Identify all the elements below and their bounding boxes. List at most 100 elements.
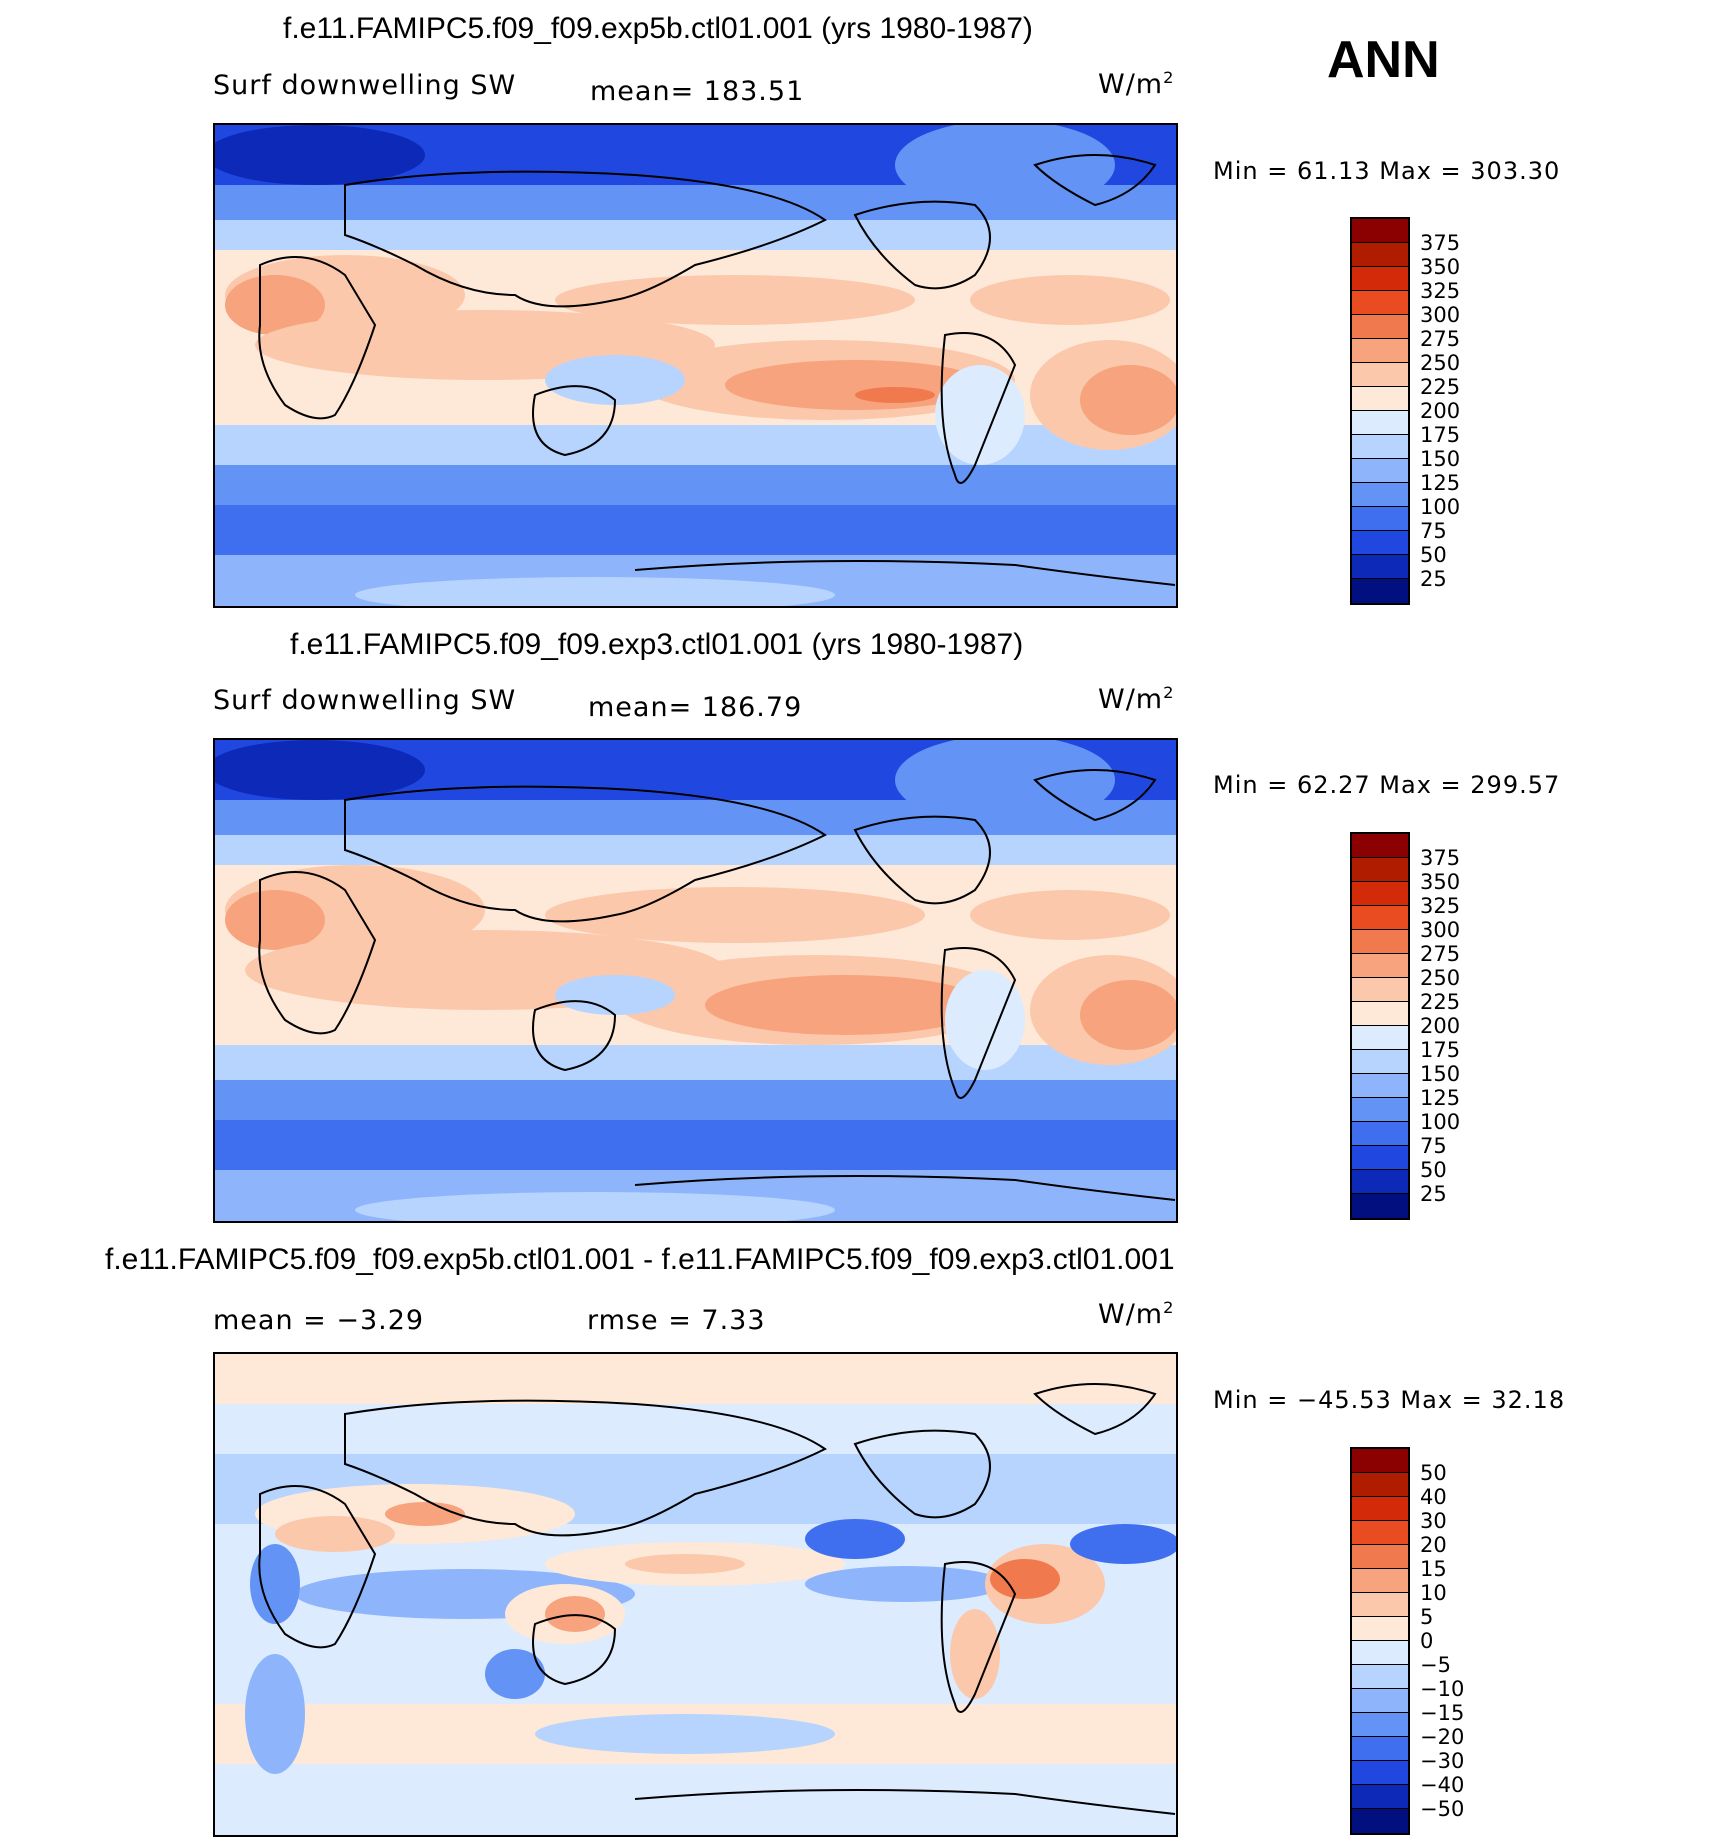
- colorbar-swatch: [1352, 1170, 1408, 1194]
- colorbar-tick-label: 300: [1420, 918, 1461, 942]
- colorbar-swatch: [1352, 882, 1408, 906]
- colorbar-tick-label: 350: [1420, 870, 1461, 894]
- colorbar-swatch: [1352, 1617, 1408, 1641]
- colorbar-swatch: [1352, 411, 1408, 435]
- colorbar-tick-label: −20: [1420, 1725, 1465, 1749]
- panel2-title: f.e11.FAMIPC5.f09_f09.exp3.ctl01.001 (yr…: [290, 628, 1024, 661]
- colorbar-tick-label: 100: [1420, 1110, 1461, 1134]
- colorbar-swatch: [1352, 1641, 1408, 1665]
- panel1-map-canvas: [215, 125, 1176, 606]
- colorbar-tick-label: 50: [1420, 1158, 1447, 1182]
- colorbar-tick-label: −50: [1420, 1797, 1465, 1821]
- colorbar-swatch: [1352, 978, 1408, 1002]
- panel1-units-label: W/m2: [1098, 68, 1175, 100]
- colorbar-swatch: [1352, 1473, 1408, 1497]
- colorbar-swatch: [1352, 1050, 1408, 1074]
- panel1-mean-label: mean= 183.51: [590, 76, 805, 107]
- colorbar-tick-label: 25: [1420, 567, 1447, 591]
- colorbar-swatch: [1352, 267, 1408, 291]
- colorbar-swatch: [1352, 1569, 1408, 1593]
- colorbar-tick-label: 250: [1420, 351, 1461, 375]
- colorbar-tick-label: 15: [1420, 1557, 1447, 1581]
- colorbar-tick-label: −10: [1420, 1677, 1465, 1701]
- colorbar-tick-label: 10: [1420, 1581, 1447, 1605]
- colorbar-tick-label: 325: [1420, 894, 1461, 918]
- colorbar-tick-label: 300: [1420, 303, 1461, 327]
- panel1-map: [213, 123, 1178, 608]
- colorbar-swatch: [1352, 834, 1408, 858]
- colorbar-swatch: [1352, 1002, 1408, 1026]
- colorbar-tick-label: 250: [1420, 966, 1461, 990]
- colorbar-swatch: [1352, 954, 1408, 978]
- colorbar-tick-label: 150: [1420, 1062, 1461, 1086]
- colorbar-swatch: [1352, 291, 1408, 315]
- colorbar-swatch: [1352, 1521, 1408, 1545]
- colorbar-tick-label: 375: [1420, 231, 1461, 255]
- colorbar-tick-label: 125: [1420, 471, 1461, 495]
- colorbar-tick-label: 25: [1420, 1182, 1447, 1206]
- panel1-minmax: Min = 61.13 Max = 303.30: [1213, 157, 1561, 185]
- colorbar-swatch: [1352, 906, 1408, 930]
- colorbar-tick-label: 0: [1420, 1629, 1434, 1653]
- colorbar-swatch: [1352, 1809, 1408, 1833]
- colorbar-swatch: [1352, 1098, 1408, 1122]
- colorbar-tick-label: 150: [1420, 447, 1461, 471]
- colorbar-tick-label: 200: [1420, 1014, 1461, 1038]
- panel1-variable-label: Surf downwelling SW: [213, 70, 517, 101]
- colorbar-swatch: [1352, 435, 1408, 459]
- colorbar-tick-label: 50: [1420, 543, 1447, 567]
- colorbar-tick-label: 200: [1420, 399, 1461, 423]
- colorbar-swatch: [1352, 1449, 1408, 1473]
- colorbar-swatch: [1352, 483, 1408, 507]
- colorbar-swatch: [1352, 858, 1408, 882]
- colorbar-tick-label: 75: [1420, 1134, 1447, 1158]
- colorbar-tick-label: 275: [1420, 942, 1461, 966]
- colorbar-swatch: [1352, 1737, 1408, 1761]
- colorbar-swatch: [1352, 1497, 1408, 1521]
- colorbar-tick-label: 75: [1420, 519, 1447, 543]
- colorbar-tick-label: 100: [1420, 495, 1461, 519]
- colorbar-tick-label: 40: [1420, 1485, 1447, 1509]
- colorbar-tick-label: −40: [1420, 1773, 1465, 1797]
- colorbar-tick-label: 125: [1420, 1086, 1461, 1110]
- colorbar-tick-label: −5: [1420, 1653, 1451, 1677]
- colorbar-swatch: [1352, 555, 1408, 579]
- colorbar-tick-label: −15: [1420, 1701, 1465, 1725]
- colorbar-swatch: [1352, 1689, 1408, 1713]
- colorbar-swatch: [1352, 579, 1408, 603]
- colorbar-swatch: [1352, 1074, 1408, 1098]
- colorbar-tick-label: 20: [1420, 1533, 1447, 1557]
- colorbar-swatch: [1352, 1713, 1408, 1737]
- colorbar-tick-label: 30: [1420, 1509, 1447, 1533]
- panel2-mean-label: mean= 186.79: [588, 692, 803, 723]
- colorbar-tick-label: 225: [1420, 990, 1461, 1014]
- colorbar-tick-label: 350: [1420, 255, 1461, 279]
- colorbar-swatch: [1352, 1593, 1408, 1617]
- colorbar-tick-label: 325: [1420, 279, 1461, 303]
- colorbar-swatch: [1352, 1146, 1408, 1170]
- panel3-colorbar-swatches: [1350, 1447, 1410, 1835]
- colorbar-tick-label: 225: [1420, 375, 1461, 399]
- colorbar-tick-label: 375: [1420, 846, 1461, 870]
- panel1-colorbar-swatches: [1350, 217, 1410, 605]
- panel1-title: f.e11.FAMIPC5.f09_f09.exp5b.ctl01.001 (y…: [283, 12, 1033, 45]
- colorbar-swatch: [1352, 1785, 1408, 1809]
- colorbar-tick-label: 50: [1420, 1461, 1447, 1485]
- panel2-variable-label: Surf downwelling SW: [213, 685, 517, 716]
- colorbar-swatch: [1352, 930, 1408, 954]
- panel2-map-canvas: [215, 740, 1176, 1221]
- colorbar-swatch: [1352, 387, 1408, 411]
- colorbar-swatch: [1352, 339, 1408, 363]
- panel3-title: f.e11.FAMIPC5.f09_f09.exp5b.ctl01.001 - …: [105, 1243, 1175, 1276]
- colorbar-swatch: [1352, 1026, 1408, 1050]
- panel3-rmse-label: rmse = 7.33: [587, 1305, 766, 1336]
- panel2-units-label: W/m2: [1098, 683, 1175, 715]
- colorbar-swatch: [1352, 363, 1408, 387]
- colorbar-tick-label: 175: [1420, 423, 1461, 447]
- panel3-minmax: Min = −45.53 Max = 32.18: [1213, 1386, 1566, 1414]
- panel3-map: [213, 1352, 1178, 1837]
- panel3-map-canvas: [215, 1354, 1176, 1835]
- panel2-map: [213, 738, 1178, 1223]
- panel2-minmax: Min = 62.27 Max = 299.57: [1213, 771, 1561, 799]
- colorbar-swatch: [1352, 459, 1408, 483]
